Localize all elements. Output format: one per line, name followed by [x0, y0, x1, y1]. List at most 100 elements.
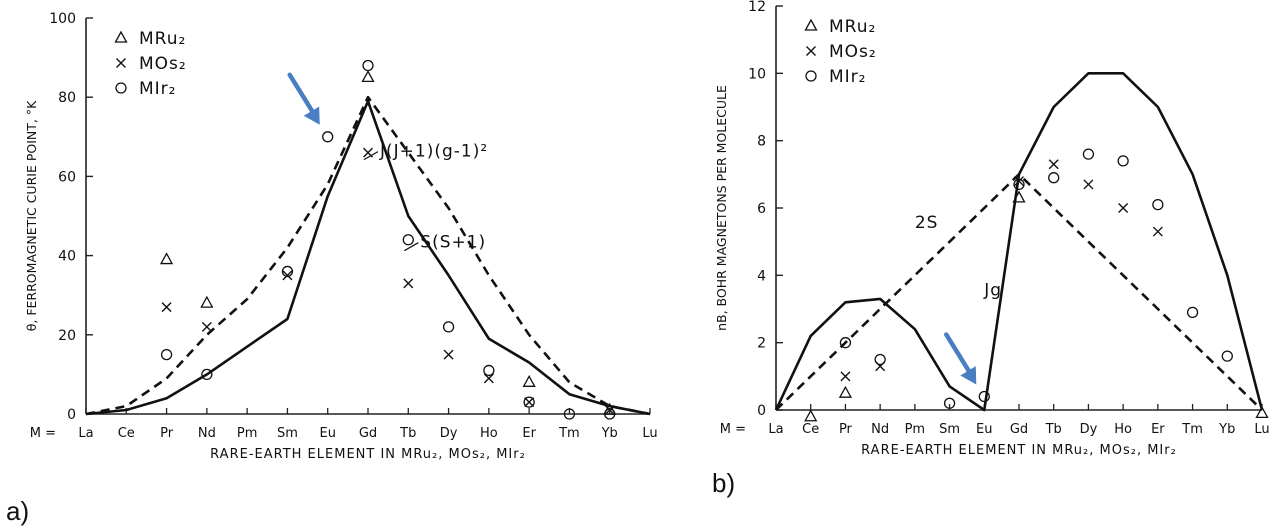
x-tick-label: Ce [118, 426, 135, 441]
x-tick-label: Sm [939, 422, 960, 437]
data-point-mir2 [563, 408, 576, 420]
data-point-mir2 [281, 265, 294, 278]
x-tick-label: Gd [359, 426, 377, 441]
legend-symbol-mos2 [806, 46, 816, 56]
curve-annotation: S(S+1) [420, 233, 486, 253]
highlight-arrow-head [960, 366, 977, 385]
legend-symbol-mir2 [115, 82, 127, 94]
highlight-arrow-shaft [944, 332, 975, 379]
data-point-mru2 [1012, 190, 1026, 203]
data-point-mir2 [978, 390, 990, 403]
x-tick-label: Ho [480, 426, 498, 441]
annotation-pointer [363, 151, 379, 161]
data-point-mos2 [1014, 176, 1024, 187]
curve-annotation: J(J+1)(g-1)² [379, 142, 488, 162]
data-point-mir2 [201, 368, 213, 381]
data-point-mru2 [200, 295, 214, 308]
y-tick-label: 6 [757, 201, 766, 217]
data-point-mir2 [1152, 198, 1164, 211]
chart-a: 0 20 40 60 80 100 La Ce Pr Nd Pm Sm Eu Gd Tb Dy Ho Er Tm Yb… [24, 11, 658, 462]
data-point-mos2 [840, 371, 851, 382]
x-tick-label: La [768, 422, 783, 437]
curve-1 [775, 173, 1263, 411]
x-prefix-label: M = [720, 422, 746, 437]
data-point-mos2 [524, 397, 535, 408]
data-point-mir2 [322, 131, 334, 143]
x-tick-label: Tb [399, 426, 416, 441]
x-tick-label: Lu [642, 426, 657, 441]
data-point-mir2 [1082, 148, 1095, 160]
data-point-mos2 [443, 349, 454, 360]
legend-label: MRu₂ [139, 29, 186, 49]
x-axis-title: RARE-EARTH ELEMENT IN MRu₂, MOs₂, MIr₂ [861, 443, 1177, 458]
x-prefix-label: M = [30, 426, 56, 441]
legend-label: MIr₂ [139, 79, 177, 99]
x-tick-label: Er [522, 426, 536, 441]
x-tick-label: Tm [558, 426, 580, 441]
data-point-mru2 [804, 409, 818, 422]
y-tick-label: 20 [58, 328, 76, 344]
data-point-mir2 [874, 353, 886, 366]
y-tick-label: 80 [58, 90, 76, 106]
legend-symbol-mru2 [804, 18, 818, 31]
data-point-mos2 [1083, 179, 1094, 190]
x-tick-label: Ce [802, 422, 819, 437]
data-point-mos2 [1048, 159, 1059, 170]
data-point-mos2 [161, 302, 172, 313]
panel-label-b: b) [712, 468, 736, 498]
curve-annotation: Jg [983, 281, 1002, 301]
data-point-mru2 [603, 402, 617, 415]
x-axis-title: RARE-EARTH ELEMENT IN MRu₂, MOs₂, MIr₂ [210, 447, 526, 462]
x-tick-label: Tm [1181, 422, 1203, 437]
data-point-mir2 [442, 321, 455, 333]
x-tick-label: Dy [440, 426, 458, 441]
data-point-mir2 [1186, 306, 1199, 319]
legend-label: MIr₂ [829, 67, 867, 87]
x-tick-label: Eu [319, 426, 335, 441]
x-tick-label: Eu [976, 422, 992, 437]
chart-b: 0 2 4 6 8 10 12 La Ce Pr Nd Pm Sm Eu Gd Tb Dy Ho Er Tm Yb Lu M… [714, 0, 1270, 458]
data-point-mos2 [282, 270, 293, 281]
x-tick-label: Pr [160, 426, 174, 441]
data-point-mir2 [1117, 155, 1129, 167]
data-point-mru2 [159, 252, 174, 265]
data-point-mir2 [604, 408, 616, 420]
x-tick-label: Tb [1045, 422, 1062, 437]
y-tick-label: 10 [748, 66, 766, 82]
data-point-mos2 [201, 321, 212, 332]
x-tick-label: Pr [839, 422, 853, 437]
data-point-mir2 [943, 397, 956, 409]
x-tick-label: Sm [277, 426, 298, 441]
legend-symbol-mir2 [805, 70, 817, 82]
y-tick-label: 60 [58, 169, 76, 185]
data-point-mir2 [160, 348, 173, 361]
panel-label-a: a) [6, 496, 30, 526]
curve-2 [774, 72, 1264, 412]
data-point-mir2 [1013, 178, 1025, 191]
x-tick-label: Lu [1254, 422, 1269, 437]
y-tick-label: 4 [757, 268, 766, 284]
x-tick-label: Ho [1114, 422, 1132, 437]
data-point-mir2 [362, 59, 374, 72]
y-axis-title: θ, FERROMAGNETIC CURIE POINT, °K [24, 100, 39, 331]
y-tick-label: 0 [67, 407, 76, 423]
data-point-mir2 [839, 337, 852, 349]
data-point-mru2 [838, 385, 853, 398]
x-tick-label: Er [1151, 422, 1165, 437]
data-point-mir2 [523, 396, 535, 408]
x-tick-label: Nd [871, 422, 889, 437]
legend-symbol-mru2 [114, 30, 128, 43]
y-tick-label: 2 [757, 336, 766, 352]
y-tick-label: 12 [748, 0, 766, 15]
x-tick-label: Yb [601, 426, 618, 441]
x-tick-label: La [78, 426, 93, 441]
curve-2 [85, 99, 651, 416]
x-tick-label: Pm [237, 426, 258, 441]
legend-label: MOs₂ [139, 54, 187, 74]
data-point-mos2 [1118, 203, 1129, 213]
data-point-mru2 [1255, 406, 1269, 419]
legend-label: MRu₂ [829, 17, 876, 37]
data-point-mir2 [483, 364, 495, 377]
curve-annotation: 2S [915, 213, 939, 233]
